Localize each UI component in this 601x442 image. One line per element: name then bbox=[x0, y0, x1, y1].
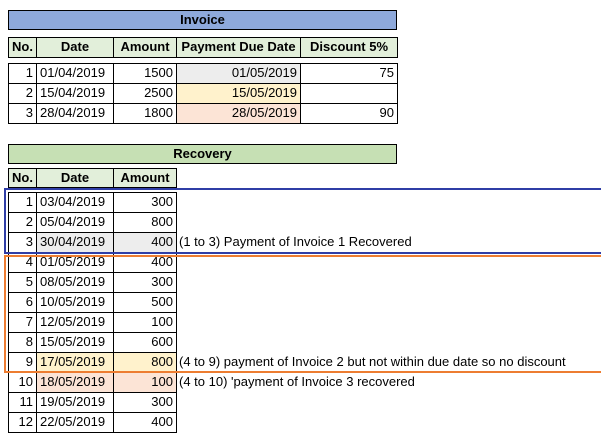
recovery-cell-amount: 300 bbox=[113, 392, 177, 413]
recovery-cell-no: 10 bbox=[8, 372, 37, 393]
recovery-cell-amount: 600 bbox=[113, 332, 177, 353]
recovery-cell-amount: 300 bbox=[113, 272, 177, 293]
invoice-cell-date: 15/04/2019 bbox=[36, 83, 114, 104]
recovery-title: Recovery bbox=[8, 144, 397, 164]
invoice-cell-due: 15/05/2019 bbox=[176, 83, 301, 104]
invoice-cell-no: 1 bbox=[8, 63, 37, 84]
invoice-cell-due: 01/05/2019 bbox=[176, 63, 301, 84]
group2-highlight bbox=[4, 255, 601, 373]
invoice-title: Invoice bbox=[8, 10, 397, 30]
recovery-header-no: No. bbox=[8, 168, 37, 188]
recovery-note-1: (1 to 3) Payment of Invoice 1 Recovered bbox=[179, 234, 412, 249]
group1-highlight bbox=[4, 188, 601, 254]
recovery-cell-date: 18/05/2019 bbox=[36, 372, 114, 393]
recovery-cell-no: 11 bbox=[8, 392, 37, 413]
invoice-header-no: No. bbox=[8, 37, 37, 58]
recovery-header-date: Date bbox=[36, 168, 114, 188]
recovery-cell-amount: 400 bbox=[113, 412, 177, 433]
invoice-cell-no: 2 bbox=[8, 83, 37, 104]
recovery-cell-date: 17/05/2019 bbox=[36, 352, 114, 373]
recovery-cell-amount: 100 bbox=[113, 312, 177, 333]
invoice-header-amount: Amount bbox=[113, 37, 177, 58]
recovery-cell-date: 22/05/2019 bbox=[36, 412, 114, 433]
invoice-cell-due: 28/05/2019 bbox=[176, 103, 301, 124]
recovery-header-amount: Amount bbox=[113, 168, 177, 188]
recovery-cell-date: 19/05/2019 bbox=[36, 392, 114, 413]
invoice-cell-date: 28/04/2019 bbox=[36, 103, 114, 124]
invoice-cell-date: 01/04/2019 bbox=[36, 63, 114, 84]
invoice-cell-discount: 90 bbox=[300, 103, 398, 124]
invoice-cell-discount bbox=[300, 83, 398, 104]
recovery-note-3: (4 to 10) 'payment of Invoice 3 recovere… bbox=[179, 374, 415, 389]
recovery-cell-amount: 100 bbox=[113, 372, 177, 393]
recovery-cell-date: 03/04/2019 bbox=[36, 192, 114, 213]
invoice-cell-amount: 1500 bbox=[113, 63, 177, 84]
invoice-header-discount: Discount 5% bbox=[300, 37, 398, 58]
recovery-cell-no: 12 bbox=[8, 412, 37, 433]
invoice-header-due: Payment Due Date bbox=[176, 37, 301, 58]
invoice-header-date: Date bbox=[36, 37, 114, 58]
invoice-cell-amount: 1800 bbox=[113, 103, 177, 124]
invoice-cell-amount: 2500 bbox=[113, 83, 177, 104]
invoice-cell-no: 3 bbox=[8, 103, 37, 124]
invoice-cell-discount: 75 bbox=[300, 63, 398, 84]
recovery-note-2: (4 to 9) payment of Invoice 2 but not wi… bbox=[179, 354, 566, 369]
